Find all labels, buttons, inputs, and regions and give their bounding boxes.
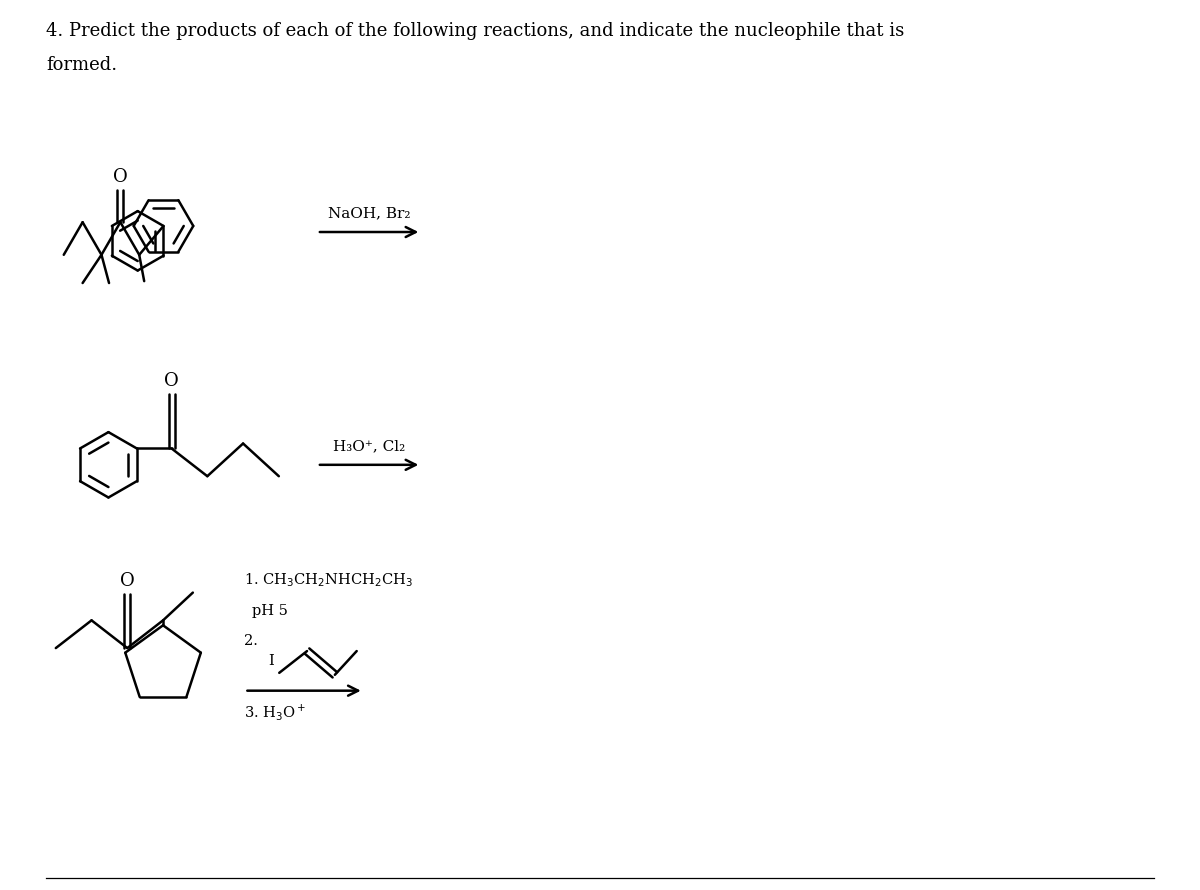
Text: I: I	[269, 654, 275, 668]
Text: O: O	[113, 168, 127, 186]
Text: pH 5: pH 5	[252, 604, 288, 619]
Text: H₃O⁺, Cl₂: H₃O⁺, Cl₂	[332, 439, 406, 453]
Text: 3. H$_3$O$^+$: 3. H$_3$O$^+$	[245, 702, 307, 723]
Text: formed.: formed.	[46, 56, 118, 74]
Text: NaOH, Br₂: NaOH, Br₂	[328, 206, 410, 220]
Text: 1. CH$_3$CH$_2$NHCH$_2$CH$_3$: 1. CH$_3$CH$_2$NHCH$_2$CH$_3$	[245, 571, 414, 588]
Text: 2.: 2.	[245, 634, 258, 648]
Text: O: O	[164, 372, 179, 390]
Text: 4. Predict the products of each of the following reactions, and indicate the nuc: 4. Predict the products of each of the f…	[46, 22, 904, 40]
Text: O: O	[120, 571, 134, 590]
